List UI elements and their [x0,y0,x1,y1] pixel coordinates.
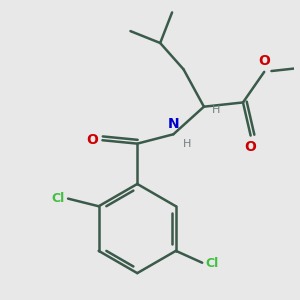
Text: O: O [86,133,98,147]
Text: Cl: Cl [205,257,218,270]
Text: N: N [167,117,179,131]
Text: O: O [245,140,256,154]
Text: Cl: Cl [52,192,65,205]
Text: O: O [258,55,270,68]
Text: H: H [183,140,191,149]
Text: H: H [212,105,220,115]
